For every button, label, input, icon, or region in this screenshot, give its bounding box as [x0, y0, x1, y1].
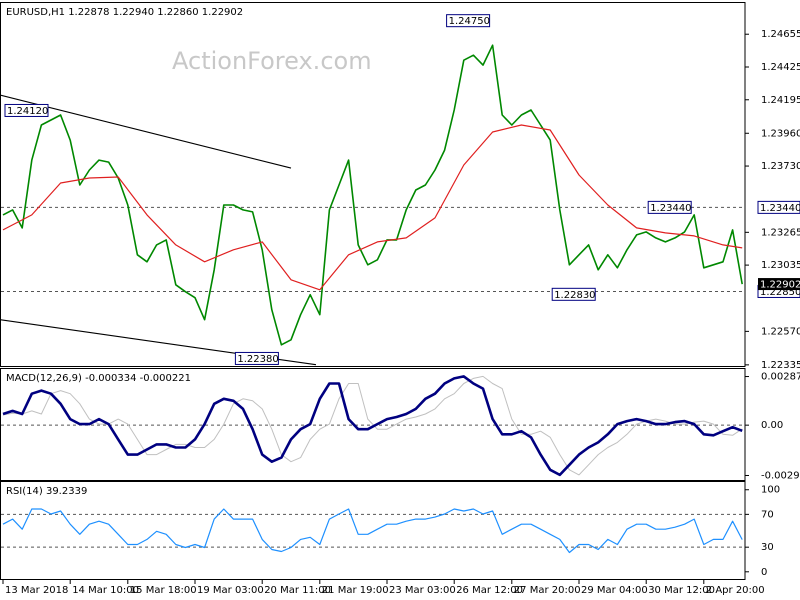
x-tick-label: 27 Mar 20:00 [514, 585, 581, 596]
watermark: ActionForex.com [172, 47, 372, 75]
x-tick-label: 14 Mar 10:00 [72, 585, 139, 596]
x-tick-label: 2 Apr 20:00 [706, 585, 765, 596]
last-price-box [758, 278, 800, 291]
series-line [2, 375, 743, 477]
panel-title: RSI(14) 39.2339 [6, 486, 87, 497]
y-tick-label: -0.002974 [761, 470, 800, 481]
price-annotation-box [4, 103, 49, 117]
x-tick-label: 20 Mar 11:00 [264, 585, 331, 596]
y-tick-label: 100 [761, 485, 780, 496]
y-tick-label: 1.23730 [761, 161, 800, 172]
panel-title: EURUSD,H1 1.22878 1.22940 1.22860 1.2290… [6, 7, 243, 18]
last-price-label: 1.22902 [760, 280, 800, 291]
panel-frame [0, 2, 746, 367]
price-annotation: 1.23440 [650, 203, 691, 214]
price-annotation-box [446, 14, 491, 28]
x-tick-label: 23 Mar 03:00 [389, 585, 456, 596]
y-tick-label: 70 [761, 509, 774, 520]
y-tick-label: 1.23960 [761, 128, 800, 139]
price-annotation: 1.24120 [7, 106, 48, 117]
y-tick-label: 1.23265 [761, 227, 800, 238]
y-tick-label: 1.22570 [761, 326, 800, 337]
y-tick-label: 0.00 [761, 420, 783, 431]
x-tick-label: 21 Mar 19:00 [322, 585, 389, 596]
y-tick-label: 1.24195 [761, 95, 800, 106]
x-tick-label: 15 Mar 18:00 [130, 585, 197, 596]
y-tick-label: 1.23035 [761, 260, 800, 271]
y-tick-label: 0.002873 [761, 372, 800, 383]
x-tick-label: 29 Mar 04:00 [581, 585, 648, 596]
x-tick-label: 13 Mar 2018 [5, 585, 68, 596]
y-tick-label: 1.22335 [761, 360, 800, 371]
series-line [2, 375, 743, 476]
y-tick-label: 1.24425 [761, 62, 800, 73]
price-annotation-box [234, 351, 279, 365]
y-tick-label: 30 [761, 542, 774, 553]
x-tick-label: 26 Mar 12:00 [456, 585, 523, 596]
series-line [2, 508, 743, 554]
price-annotation: 1.22830 [554, 290, 595, 301]
series-line [2, 124, 743, 291]
x-tick-label: 30 Mar 12:00 [648, 585, 715, 596]
price-annotation: 1.24750 [449, 16, 490, 27]
panel-frame [0, 368, 746, 481]
price-annotation-box [551, 287, 596, 301]
x-tick-label: 19 Mar 03:00 [197, 585, 264, 596]
y-tick-label: 0 [761, 567, 767, 578]
series-line [2, 44, 743, 346]
level-label: 1.23440 [760, 203, 800, 214]
price-annotation-box [647, 200, 692, 214]
panel-title: MACD(12,26,9) -0.000334 -0.000221 [6, 373, 191, 384]
level-label: 1.22850 [760, 287, 800, 298]
y-tick-label: 1.24655 [761, 29, 800, 40]
level-label-box [757, 200, 800, 214]
panel-frame [0, 481, 746, 580]
price-annotation: 1.22380 [237, 354, 278, 365]
